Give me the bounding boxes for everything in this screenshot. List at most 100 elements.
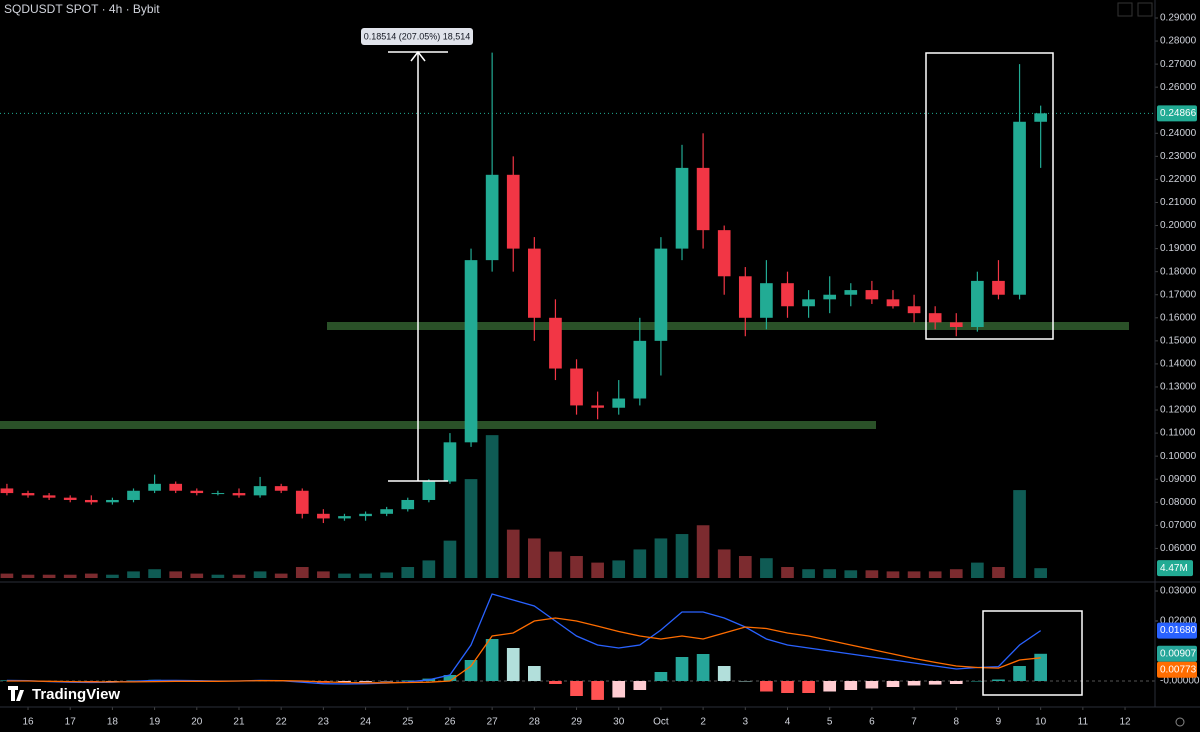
volume-bar [338,573,351,578]
candle-body [295,490,309,514]
candle-body [506,174,520,249]
volume-bar [949,569,963,578]
last-price-tag [1157,105,1197,122]
x-tick-label: 24 [360,717,372,728]
measure-label: 0.18514 (207.05%) 18,514 [364,31,471,41]
candle-body [84,499,98,503]
candle-body [190,490,204,494]
volume-bar [928,571,942,578]
measure-label-bg [361,28,473,45]
x-tick-label: 26 [444,717,456,728]
toolbar-button[interactable] [1137,2,1153,17]
candle-body [717,230,731,277]
candle-body [232,493,246,496]
candle-body [169,483,183,491]
y-tick-label: 0.08000 [1160,497,1197,508]
x-tick-label: 5 [827,717,833,728]
histogram-bar [591,681,604,700]
candle-body [928,313,942,323]
support-zone [327,322,1129,330]
histogram-bar [760,681,773,692]
volume-bar [211,574,225,578]
x-tick-label: 8 [953,717,959,728]
candle-body [0,488,14,494]
histogram-bar [528,666,541,681]
volume-bar [190,573,204,578]
y-tick-label: 0.09000 [1160,474,1197,485]
candle-body [338,516,351,519]
x-tick-label: 16 [22,717,34,728]
x-tick-label: 9 [996,717,1002,728]
volume-bar [295,567,309,578]
candle-body [654,248,668,341]
volume-bar [106,574,119,578]
histogram-bar [992,679,1005,681]
histogram-bar [717,666,731,681]
settings-button[interactable] [1175,717,1185,727]
volume-bar [169,571,183,578]
histogram-bar [949,681,963,684]
volume-bar [401,567,415,578]
volume-bar [612,560,626,578]
volume-tag [1157,560,1193,577]
volume-bar [232,574,246,578]
signal-tag [1157,661,1197,678]
histogram-bar [338,681,351,683]
histogram-bar [570,681,583,696]
volume-bar [781,567,794,578]
candle-body [127,490,140,500]
volume-bar [886,571,900,578]
histogram-bar [612,681,626,698]
volume-bar [0,573,14,578]
brand-logo [8,686,24,701]
x-tick-label: 12 [1119,717,1131,728]
y-tick-label: 0.24000 [1160,128,1197,139]
histogram-bar [675,657,689,681]
volume-label: 4.47M [1160,563,1188,574]
volume-bar [42,574,56,578]
y3-tick-label: 0.03000 [1160,586,1197,597]
histogram-bar [485,639,499,681]
volume-bar [84,573,98,578]
histogram-bar [549,681,562,684]
volume-bar [380,572,393,578]
candle-body [633,340,647,399]
candle-body [148,483,161,491]
histogram-bar [464,660,478,681]
toolbar-button[interactable] [1117,2,1133,17]
histogram-bar [443,675,457,681]
volume-bar [359,573,372,578]
candle-body [443,442,457,482]
x-tick-label: 17 [65,717,77,728]
volume-bar [907,571,921,578]
x-tick-label: 28 [529,717,541,728]
volume-bar [21,574,35,578]
candle-body [464,260,478,443]
candle-body [106,499,119,503]
histogram-bar [633,681,647,690]
volume-bar [570,556,583,578]
x-tick-label: 7 [911,717,917,728]
volume-bar [317,571,330,578]
candle-body [802,299,815,307]
histogram-bar [1013,666,1026,681]
volume-bar [464,479,478,578]
histogram-bar [738,681,752,682]
axes: 0.29000 0.28000 0.27000 0.26000 0.24000 0.230… [22,13,1199,728]
brand: TradingView [8,686,120,703]
y-tick-label: 0.28000 [1160,36,1197,47]
candle-body [886,299,900,307]
volume-bar [675,534,689,578]
plot [0,52,1155,700]
macd-tag [1157,622,1197,639]
volume-bar [760,558,773,578]
volume-bar [485,435,499,578]
histogram-bar [401,680,415,681]
candle-body [865,290,879,300]
candle-body [992,280,1005,295]
histogram-bar [359,681,372,682]
candle-body [422,481,436,500]
y-tick-label: 0.11000 [1160,428,1196,439]
